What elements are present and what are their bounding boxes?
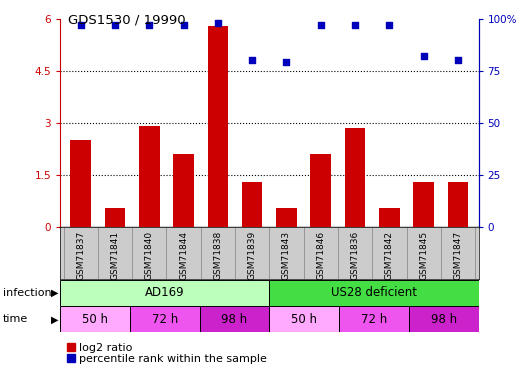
Bar	[413, 182, 434, 227]
Text: GSM71846: GSM71846	[316, 231, 325, 280]
Point	[248, 57, 256, 63]
Text: AD169: AD169	[145, 286, 185, 299]
Bar	[409, 306, 479, 332]
Bar	[379, 208, 400, 227]
Bar	[242, 182, 263, 227]
Bar	[339, 306, 409, 332]
Bar	[208, 26, 228, 227]
Bar	[269, 280, 479, 306]
Text: ▶: ▶	[51, 288, 59, 298]
Text: GSM71836: GSM71836	[350, 231, 360, 280]
Text: 50 h: 50 h	[291, 313, 317, 326]
Point	[76, 22, 85, 28]
Text: GDS1530 / 19990: GDS1530 / 19990	[68, 13, 186, 26]
Bar	[311, 154, 331, 227]
Text: GSM71845: GSM71845	[419, 231, 428, 280]
Point	[111, 22, 119, 28]
Text: GSM71840: GSM71840	[145, 231, 154, 280]
Bar	[60, 280, 269, 306]
Text: GSM71844: GSM71844	[179, 231, 188, 280]
Text: 50 h: 50 h	[82, 313, 108, 326]
Legend: log2 ratio, percentile rank within the sample: log2 ratio, percentile rank within the s…	[67, 343, 267, 364]
Point	[351, 22, 359, 28]
Text: infection: infection	[3, 288, 51, 298]
Text: GSM71838: GSM71838	[213, 231, 222, 280]
Bar	[448, 182, 468, 227]
Bar	[130, 306, 200, 332]
Bar	[105, 208, 126, 227]
Bar	[173, 154, 194, 227]
Text: time: time	[3, 315, 28, 324]
Bar	[139, 126, 160, 227]
Text: GSM71843: GSM71843	[282, 231, 291, 280]
Point	[385, 22, 394, 28]
Text: GSM71839: GSM71839	[248, 231, 257, 280]
Text: 98 h: 98 h	[430, 313, 457, 326]
Point	[316, 22, 325, 28]
Point	[454, 57, 462, 63]
Bar	[276, 208, 297, 227]
Point	[282, 60, 291, 66]
Bar	[71, 140, 91, 227]
Bar	[345, 128, 366, 227]
Bar	[269, 306, 339, 332]
Point	[214, 20, 222, 26]
Text: GSM71841: GSM71841	[110, 231, 120, 280]
Text: 72 h: 72 h	[361, 313, 387, 326]
Text: 72 h: 72 h	[152, 313, 178, 326]
Point	[419, 53, 428, 59]
Text: GSM71842: GSM71842	[385, 231, 394, 280]
Text: US28 deficient: US28 deficient	[331, 286, 417, 299]
Text: GSM71837: GSM71837	[76, 231, 85, 280]
Bar	[200, 306, 269, 332]
Point	[145, 22, 153, 28]
Text: ▶: ▶	[51, 315, 59, 324]
Text: 98 h: 98 h	[221, 313, 247, 326]
Text: GSM71847: GSM71847	[453, 231, 462, 280]
Point	[179, 22, 188, 28]
Bar	[60, 306, 130, 332]
